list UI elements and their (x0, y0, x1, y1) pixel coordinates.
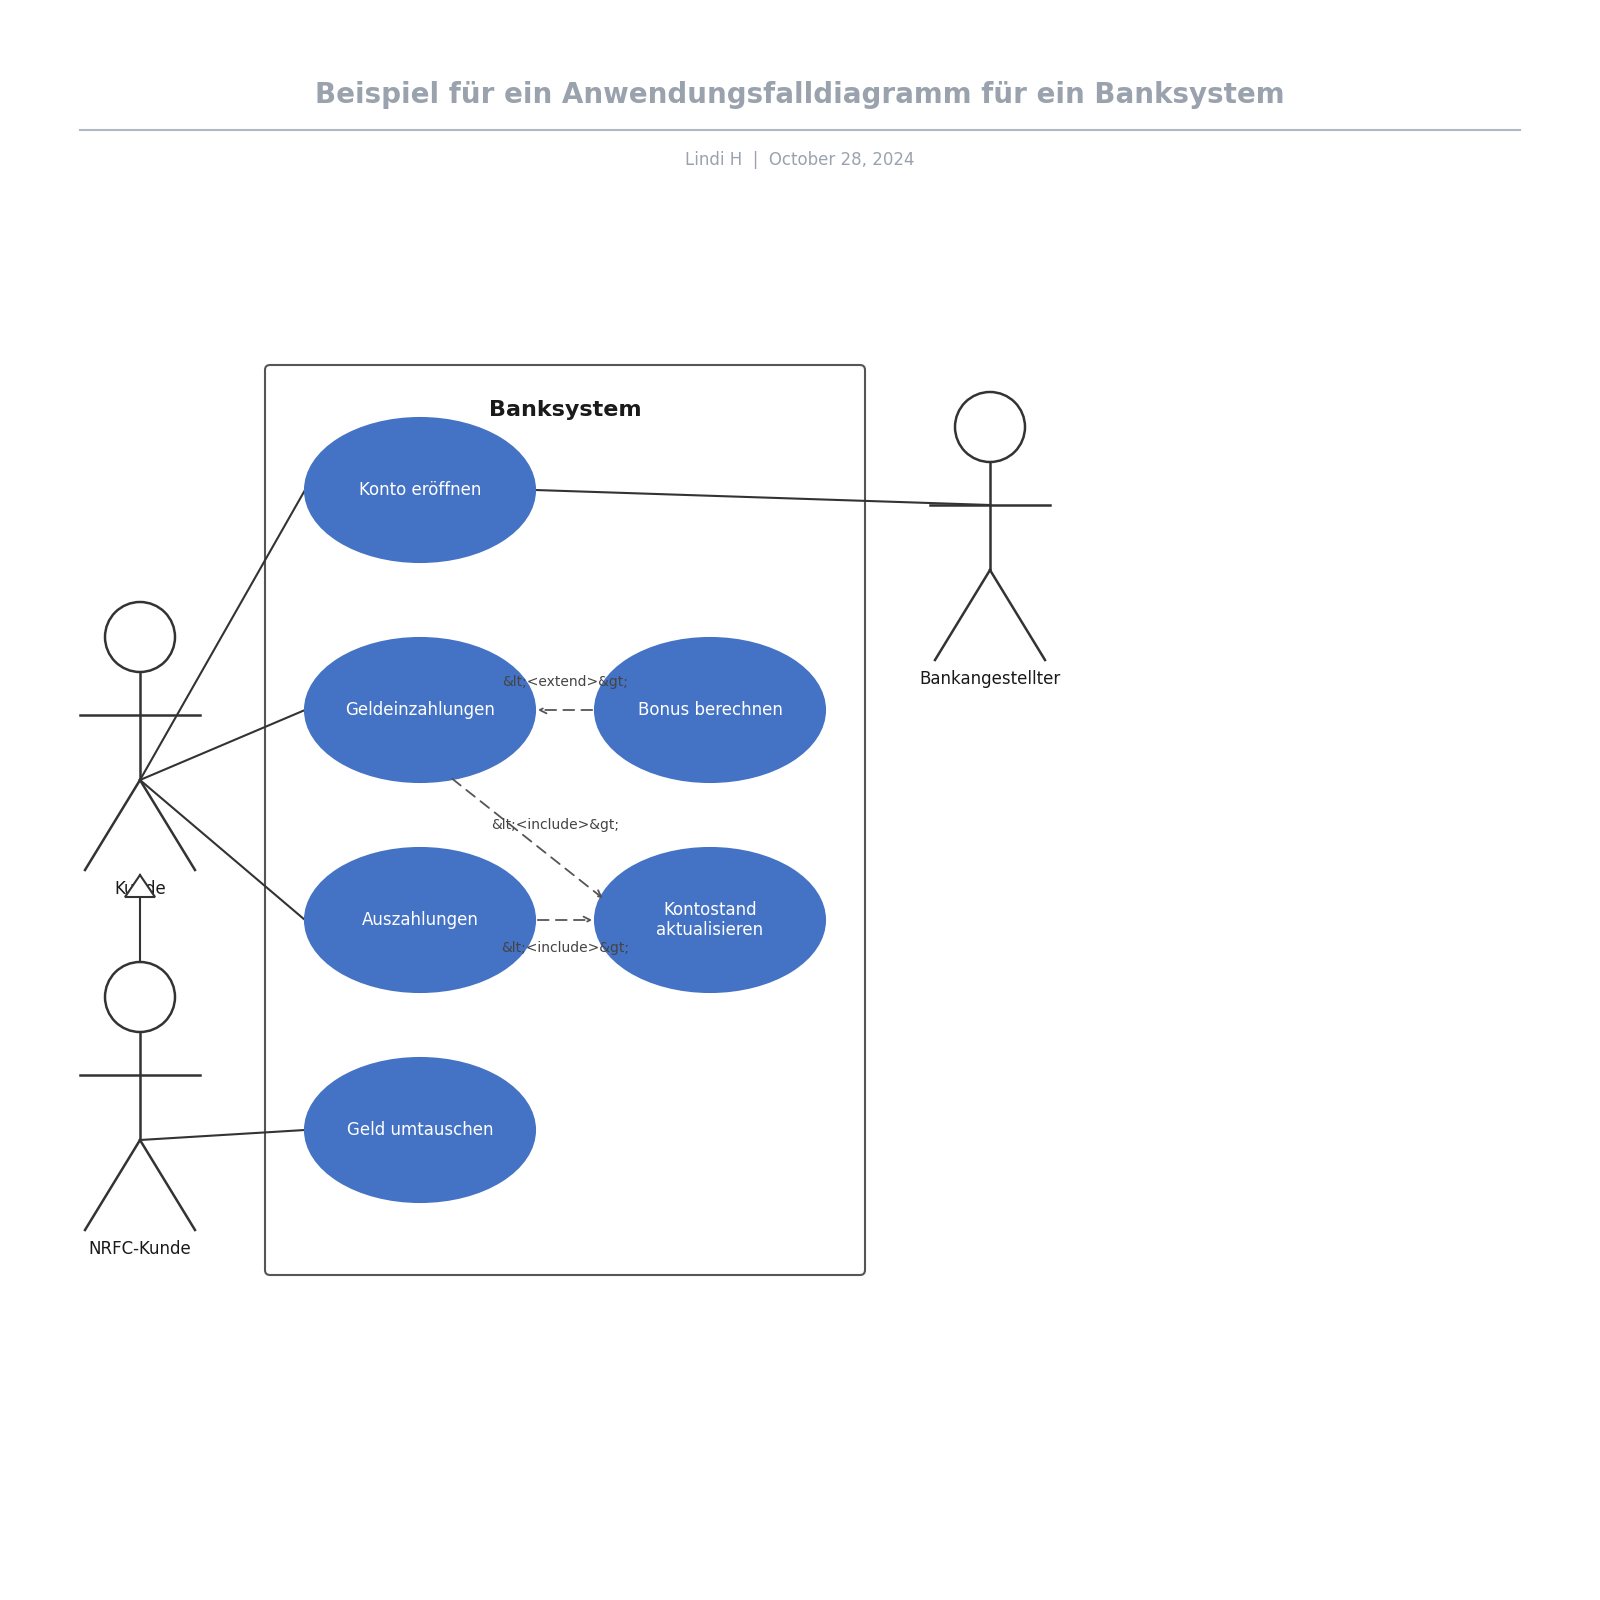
Ellipse shape (306, 848, 534, 992)
Text: Bonus berechnen: Bonus berechnen (637, 701, 782, 718)
Ellipse shape (306, 418, 534, 562)
Ellipse shape (595, 848, 826, 992)
Text: Geld umtauschen: Geld umtauschen (347, 1122, 493, 1139)
Text: Banksystem: Banksystem (488, 400, 642, 419)
FancyBboxPatch shape (266, 365, 866, 1275)
Text: Geldeinzahlungen: Geldeinzahlungen (346, 701, 494, 718)
Text: Auszahlungen: Auszahlungen (362, 910, 478, 930)
Text: NRFC-Kunde: NRFC-Kunde (88, 1240, 192, 1258)
Text: Konto eröffnen: Konto eröffnen (358, 482, 482, 499)
Text: Kontostand
aktualisieren: Kontostand aktualisieren (656, 901, 763, 939)
Text: &lt;<include>&gt;: &lt;<include>&gt; (491, 818, 619, 832)
Text: Lindi H  |  October 28, 2024: Lindi H | October 28, 2024 (685, 150, 915, 170)
Text: Bankangestellter: Bankangestellter (920, 670, 1061, 688)
Text: &lt;<extend>&gt;: &lt;<extend>&gt; (502, 675, 627, 690)
Ellipse shape (306, 1058, 534, 1202)
Text: Kunde: Kunde (114, 880, 166, 898)
Text: Beispiel für ein Anwendungsfalldiagramm für ein Banksystem: Beispiel für ein Anwendungsfalldiagramm … (315, 82, 1285, 109)
Ellipse shape (595, 638, 826, 782)
Polygon shape (125, 875, 155, 898)
Text: &lt;<include>&gt;: &lt;<include>&gt; (501, 941, 629, 955)
Ellipse shape (306, 638, 534, 782)
